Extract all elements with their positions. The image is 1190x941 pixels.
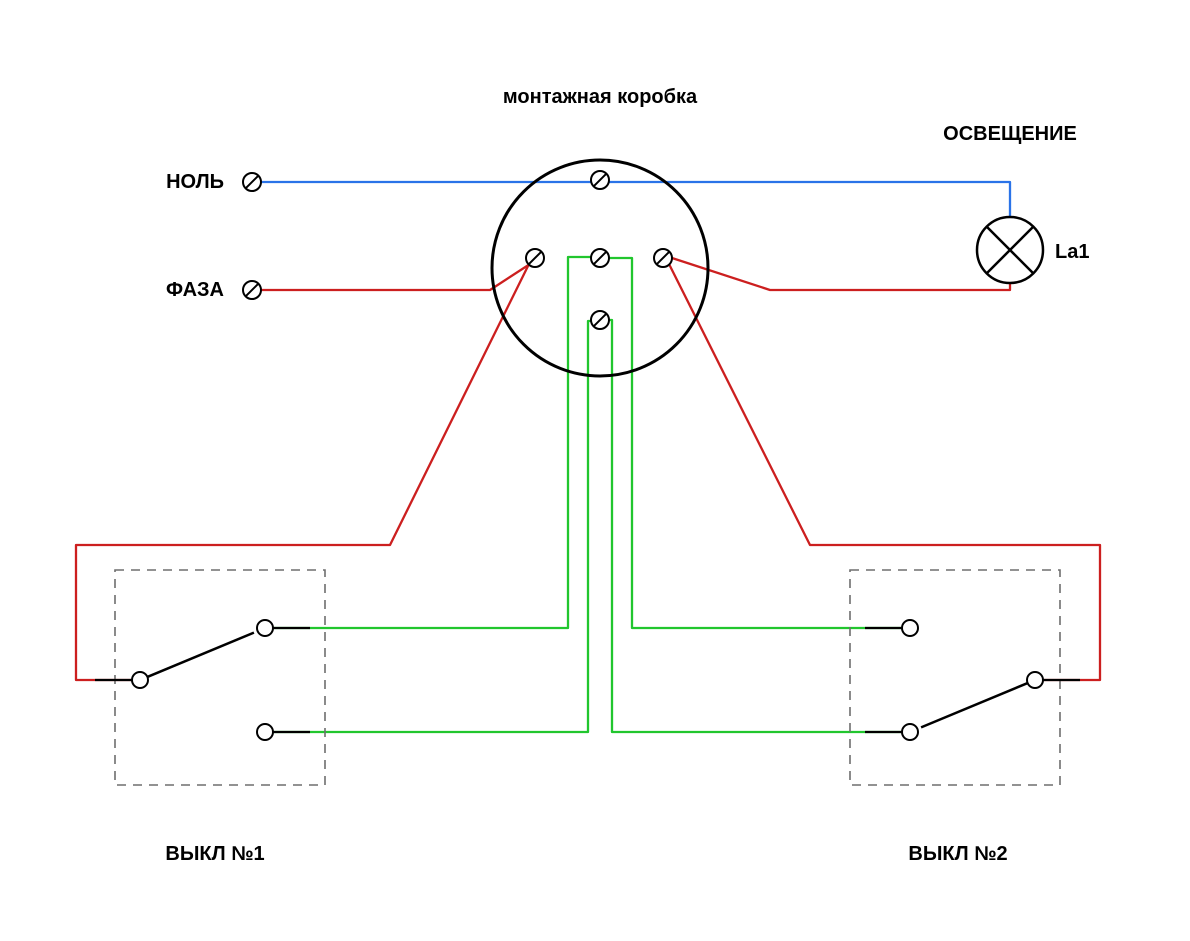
jb-terminal-center: [591, 249, 609, 267]
jb-terminal-left: [526, 249, 544, 267]
wire-box_right_to_sw2_common: [669, 264, 1100, 680]
lamp_id-label: La1: [1055, 241, 1089, 263]
switch1-t2: [257, 724, 273, 740]
jb-terminal-right: [654, 249, 672, 267]
switch1-t1: [257, 620, 273, 636]
wires-layer: [76, 182, 1100, 732]
junction_box-label: монтажная коробка: [503, 86, 698, 108]
phase-label: ФАЗА: [166, 279, 224, 301]
switch2-label: ВЫКЛ №2: [908, 843, 1007, 865]
wire-sw1_top_traveler: [274, 257, 591, 628]
switch2-blade: [921, 683, 1028, 727]
switch2-t1: [902, 620, 918, 636]
wire-sw2_top_traveler: [609, 258, 901, 628]
jb-terminal-bottom: [591, 311, 609, 329]
neutral-label: НОЛЬ: [166, 171, 224, 193]
supply-phase-terminal: [243, 281, 261, 299]
wire-phase_to_box_left: [261, 264, 530, 290]
wire-box_right_to_lamp: [672, 258, 1010, 290]
wire-neutral_box_to_lamp: [609, 182, 1010, 217]
switch1-common: [132, 672, 148, 688]
lighting-label: ОСВЕЩЕНИЕ: [943, 123, 1077, 145]
wiring-diagram: монтажная коробка НОЛЬ ФАЗА ОСВЕЩЕНИЕ La1 ВЫК…: [0, 0, 1190, 941]
wire-sw1_bot_traveler: [274, 321, 591, 732]
jb-terminal-top: [591, 171, 609, 189]
wire-sw2_bot_traveler: [609, 320, 901, 732]
switch2-common: [1027, 672, 1043, 688]
switch1-label: ВЫКЛ №1: [165, 843, 264, 865]
switch1-blade: [147, 633, 254, 677]
wire-box_left_to_sw1_common: [76, 264, 529, 680]
lamp-icon: [977, 217, 1043, 283]
supply-neutral-terminal: [243, 173, 261, 191]
switch2-t2: [902, 724, 918, 740]
